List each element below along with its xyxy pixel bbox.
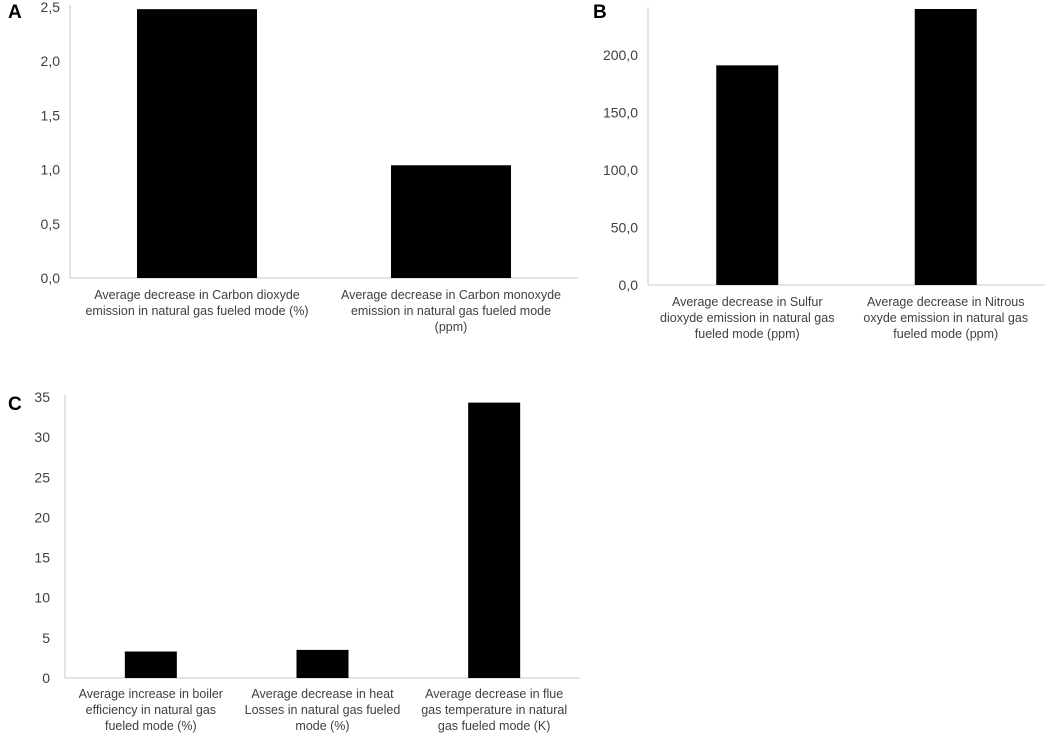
y-tick-label: 50,0: [611, 220, 638, 236]
y-tick-label: 30: [34, 429, 50, 445]
bar-2: [391, 165, 511, 278]
category-label: gas temperature in natural: [421, 703, 567, 717]
y-tick-label: 0,0: [619, 277, 639, 293]
y-tick-label: 0,0: [41, 270, 61, 286]
category-label: Average decrease in flue: [425, 687, 563, 701]
category-label: fueled mode (ppm): [695, 327, 800, 341]
y-tick-label: 20: [34, 509, 50, 525]
bar-3: [468, 402, 521, 678]
category-label: oxyde emission in natural gas: [863, 311, 1028, 325]
y-tick-label: 2,5: [41, 0, 61, 15]
y-tick-label: 25: [34, 469, 50, 485]
y-tick-label: 100,0: [603, 162, 638, 178]
y-tick-label: 0,5: [41, 216, 61, 232]
y-tick-label: 150,0: [603, 105, 638, 121]
category-label: fueled mode (ppm): [893, 327, 998, 341]
category-label: Losses in natural gas fueled: [245, 703, 401, 717]
category-label: Average decrease in Sulfur: [672, 295, 823, 309]
y-tick-label: 35: [34, 389, 50, 405]
bar-2: [914, 9, 977, 285]
category-label: (ppm): [435, 320, 468, 334]
category-label: efficiency in natural gas: [86, 703, 216, 717]
bar-2: [296, 649, 349, 678]
panel-label-b: B: [593, 2, 607, 23]
category-label: Average decrease in Nitrous: [867, 295, 1025, 309]
category-label: Average decrease in Carbon monoxyde: [341, 288, 561, 302]
bar-1: [124, 651, 177, 678]
panel-label-a: A: [8, 2, 22, 23]
y-tick-label: 200,0: [603, 47, 638, 63]
y-tick-label: 1,5: [41, 107, 61, 123]
y-tick-label: 5: [42, 630, 50, 646]
category-label: Average increase in boiler: [79, 687, 223, 701]
category-label: gas fueled mode (K): [438, 719, 551, 733]
y-tick-label: 15: [34, 550, 50, 566]
category-label: Average decrease in heat: [251, 687, 394, 701]
category-label: emission in natural gas fueled mode: [351, 304, 551, 318]
category-label: emission in natural gas fueled mode (%): [85, 304, 308, 318]
y-tick-label: 10: [34, 590, 50, 606]
y-tick-label: 2,0: [41, 53, 61, 69]
y-tick-label: 1,0: [41, 162, 61, 178]
bar-1: [137, 9, 257, 279]
category-label: Average decrease in Carbon dioxyde: [94, 288, 300, 302]
bar-1: [716, 65, 779, 285]
category-label: dioxyde emission in natural gas: [660, 311, 834, 325]
category-label: mode (%): [295, 719, 349, 733]
category-label: fueled mode (%): [105, 719, 197, 733]
panel-label-c: C: [8, 394, 22, 415]
y-tick-label: 0: [42, 670, 50, 686]
